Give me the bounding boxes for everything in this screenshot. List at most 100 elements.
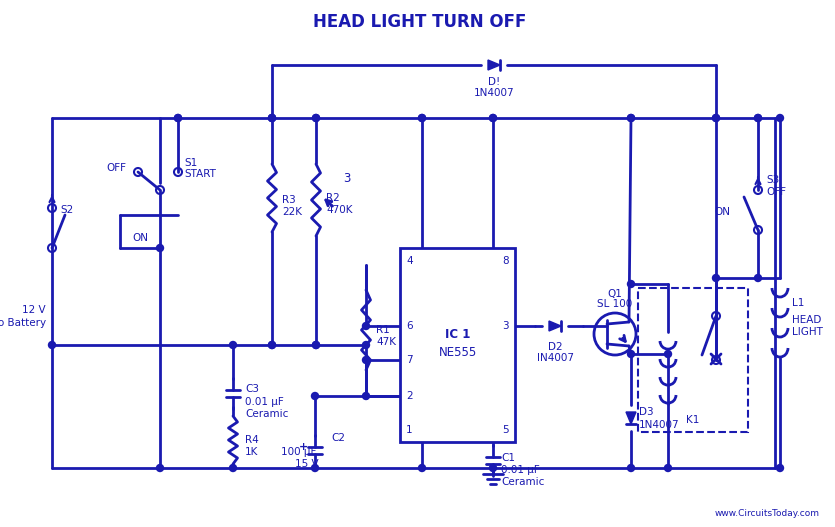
Text: IC 1: IC 1 xyxy=(445,328,470,341)
Circle shape xyxy=(755,114,762,122)
Text: ON: ON xyxy=(714,207,730,217)
Text: OFF: OFF xyxy=(766,187,786,197)
Text: S1: S1 xyxy=(184,158,197,168)
Circle shape xyxy=(418,114,426,122)
Text: NE555: NE555 xyxy=(438,346,477,358)
Circle shape xyxy=(777,114,783,122)
Bar xyxy=(638,288,748,432)
Text: 3: 3 xyxy=(503,321,509,331)
Text: R2: R2 xyxy=(326,193,340,203)
Text: 4: 4 xyxy=(406,256,412,266)
Circle shape xyxy=(311,393,318,399)
Polygon shape xyxy=(549,321,561,331)
Circle shape xyxy=(312,114,320,122)
Text: 470K: 470K xyxy=(326,205,352,215)
Circle shape xyxy=(627,114,635,122)
Circle shape xyxy=(269,341,276,348)
Text: Ceramic: Ceramic xyxy=(245,409,288,419)
Text: K1: K1 xyxy=(686,415,700,425)
Text: R4: R4 xyxy=(245,435,259,445)
Text: LIGHT: LIGHT xyxy=(792,327,822,337)
Text: Ceramic: Ceramic xyxy=(501,477,544,487)
Text: 6: 6 xyxy=(406,321,412,331)
Text: 2: 2 xyxy=(406,391,412,401)
Circle shape xyxy=(269,114,276,122)
Text: SL 100: SL 100 xyxy=(597,299,633,309)
Circle shape xyxy=(712,114,720,122)
Circle shape xyxy=(627,114,635,122)
Circle shape xyxy=(712,275,720,281)
Text: 0.01 μF: 0.01 μF xyxy=(501,465,539,475)
Circle shape xyxy=(362,323,370,329)
Circle shape xyxy=(312,341,320,348)
Text: D3: D3 xyxy=(639,407,654,417)
Circle shape xyxy=(489,464,497,472)
Circle shape xyxy=(230,341,236,348)
Text: 0.01 μF: 0.01 μF xyxy=(245,397,284,407)
Text: HEAD LIGHT TURN OFF: HEAD LIGHT TURN OFF xyxy=(313,13,527,31)
Text: C2: C2 xyxy=(331,433,345,443)
Circle shape xyxy=(627,280,635,288)
Text: IN4007: IN4007 xyxy=(537,353,574,363)
Circle shape xyxy=(489,114,497,122)
Circle shape xyxy=(269,341,276,348)
Circle shape xyxy=(665,350,671,357)
Text: Q1: Q1 xyxy=(608,289,622,299)
Circle shape xyxy=(362,356,370,364)
Text: S2: S2 xyxy=(60,205,73,215)
Text: +: + xyxy=(298,442,307,452)
Text: R1: R1 xyxy=(376,325,390,335)
Text: HEAD: HEAD xyxy=(792,315,822,325)
Circle shape xyxy=(362,393,370,399)
Circle shape xyxy=(312,341,320,348)
Circle shape xyxy=(418,114,426,122)
Circle shape xyxy=(755,114,762,122)
Text: D2: D2 xyxy=(548,342,562,352)
Text: D!: D! xyxy=(488,77,500,87)
Circle shape xyxy=(175,114,181,122)
Circle shape xyxy=(627,350,635,357)
Text: 1N4007: 1N4007 xyxy=(473,88,514,98)
Text: www.CircuitsToday.com: www.CircuitsToday.com xyxy=(715,509,820,518)
Text: S3: S3 xyxy=(766,175,779,185)
Text: 100 μF: 100 μF xyxy=(281,447,316,457)
Text: 5: 5 xyxy=(503,425,509,435)
Circle shape xyxy=(665,464,671,472)
Circle shape xyxy=(156,245,164,251)
Circle shape xyxy=(362,341,370,348)
Circle shape xyxy=(627,464,635,472)
Text: 22K: 22K xyxy=(282,207,302,217)
Text: 7: 7 xyxy=(406,355,412,365)
Text: C3: C3 xyxy=(245,384,259,394)
Circle shape xyxy=(269,114,276,122)
Polygon shape xyxy=(626,412,636,424)
Text: 15 V: 15 V xyxy=(296,459,319,469)
Circle shape xyxy=(777,464,783,472)
Circle shape xyxy=(755,275,762,281)
Text: 1: 1 xyxy=(406,425,412,435)
Circle shape xyxy=(418,464,426,472)
Text: OFF: OFF xyxy=(106,163,126,173)
Text: 3: 3 xyxy=(343,171,351,184)
Circle shape xyxy=(489,114,497,122)
Bar xyxy=(400,248,515,442)
Polygon shape xyxy=(488,60,500,70)
Circle shape xyxy=(312,114,320,122)
Circle shape xyxy=(175,114,181,122)
Circle shape xyxy=(269,114,276,122)
Text: 8: 8 xyxy=(503,256,509,266)
Text: START: START xyxy=(184,169,216,179)
Circle shape xyxy=(156,464,164,472)
Circle shape xyxy=(712,114,720,122)
Text: R3: R3 xyxy=(282,195,296,205)
Text: ON: ON xyxy=(132,233,148,243)
Circle shape xyxy=(48,341,55,348)
Text: 1K: 1K xyxy=(245,447,258,457)
Text: Auto Battery: Auto Battery xyxy=(0,318,46,328)
Text: L1: L1 xyxy=(792,298,804,308)
Text: 12 V: 12 V xyxy=(23,305,46,315)
Text: 1N4007: 1N4007 xyxy=(639,420,680,430)
Circle shape xyxy=(311,464,318,472)
Text: 47K: 47K xyxy=(376,337,396,347)
Circle shape xyxy=(230,464,236,472)
